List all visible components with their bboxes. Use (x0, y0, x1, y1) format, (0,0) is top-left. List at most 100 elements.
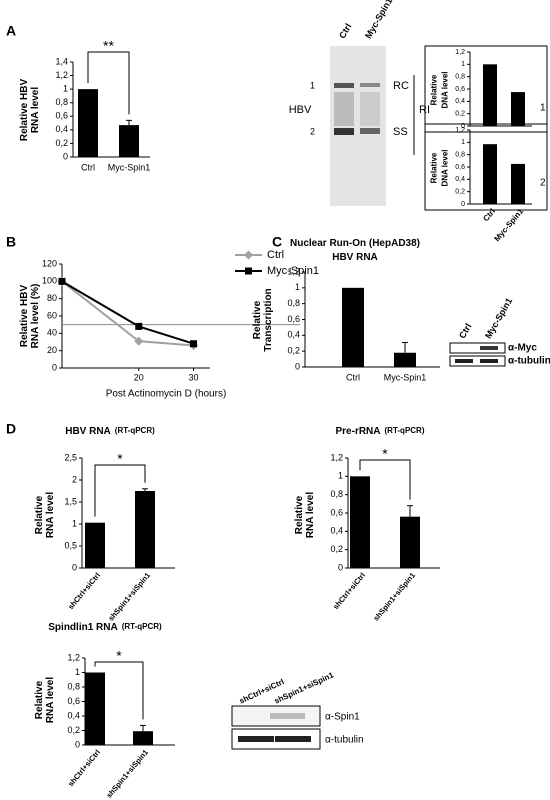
bar (483, 144, 497, 204)
y-tick-label: 0,6 (330, 507, 343, 517)
y-tick-label: 1,2 (455, 127, 465, 134)
y-tick-label: 0,2 (455, 111, 465, 118)
band-label: 2 (310, 126, 315, 136)
x-tick-label: shSpin1+siSpin1 (104, 748, 150, 800)
chart-frame (424, 45, 548, 133)
y-tick-label: 0,4 (330, 526, 343, 536)
panel-label: B (6, 234, 16, 250)
x-tick-label: 30 (189, 372, 199, 382)
y-tick-label: 0,5 (64, 540, 77, 550)
marker (134, 336, 144, 346)
y-tick-label: 0,6 (287, 314, 300, 324)
y-tick-label: 80 (47, 293, 57, 303)
legend-label: Myc-Spin1 (267, 265, 319, 277)
title-text: Nuclear Run-On (HepAD38) (290, 238, 420, 249)
y-tick-label: 0 (52, 362, 57, 372)
marker (190, 340, 198, 348)
y-tick-label: 40 (47, 328, 57, 338)
lane-label: Ctrl (337, 22, 353, 40)
significance-bracket (87, 51, 130, 115)
y-tick-label: 0,4 (287, 330, 300, 340)
y-tick-label: 0,8 (330, 489, 343, 499)
y-tick-label: 1 (295, 282, 300, 292)
y-axis-label: Relative (252, 300, 263, 339)
blot (330, 46, 415, 206)
bar (342, 287, 364, 367)
y-axis-label: RNA level (305, 492, 316, 539)
band-label: α-Spin1 (325, 712, 360, 723)
y-tick-label: 0,2 (455, 189, 465, 196)
y-axis-label: RNA level (30, 87, 41, 134)
y-tick-label: 100 (42, 276, 57, 286)
panel-label: C (272, 234, 282, 250)
y-axis-label: DNA level (441, 149, 450, 186)
y-tick-label: 0 (338, 562, 343, 572)
y-tick-label: 1,2 (287, 266, 300, 276)
x-tick-label: shSpin1+siSpin1 (371, 571, 417, 623)
y-tick-label: 20 (47, 345, 57, 355)
lane-label: Myc-Spin1 (363, 0, 394, 40)
significance-label: * (116, 648, 122, 664)
y-tick-label: 0 (75, 739, 80, 749)
y-tick-label: 1,2 (67, 652, 80, 662)
chart-frame (424, 123, 548, 211)
x-tick-label: Myc-Spin1 (493, 206, 526, 243)
y-tick-label: 1,4 (55, 56, 68, 66)
y-tick-label: 1 (461, 61, 465, 68)
y-tick-label: 0,2 (55, 138, 68, 148)
band-label: α-tubulin (325, 735, 364, 746)
y-tick-label: 0,4 (455, 98, 465, 105)
subtitle-text: HBV RNA (332, 252, 378, 263)
y-tick-label: 0 (461, 123, 465, 130)
y-tick-label: 1 (461, 139, 465, 146)
y-tick-label: 0,8 (55, 97, 68, 107)
bar (394, 352, 416, 367)
y-tick-label: 1,5 (64, 496, 77, 506)
y-axis-label: RNA level (45, 492, 56, 539)
marker (244, 250, 253, 260)
panel-label: A (6, 23, 16, 39)
significance-label: * (382, 446, 388, 462)
significance-bracket (94, 661, 144, 720)
y-axis-label: RNA level (%) (30, 284, 41, 349)
y-tick-label: 0 (72, 562, 77, 572)
y-tick-label: 1,2 (455, 49, 465, 56)
y-tick-label: 1 (338, 471, 343, 481)
x-tick-label: Ctrl (481, 207, 497, 223)
y-axis-label: Relative (34, 680, 45, 719)
y-tick-label: 0,2 (67, 725, 80, 735)
chart-title: HBV RNA (RT-qPCR) (65, 426, 155, 437)
lane-label: Ctrl (457, 322, 473, 340)
y-axis-label: Relative (294, 495, 305, 534)
y-axis-label: RNA level (45, 677, 56, 724)
y-axis-label: Transcription (263, 288, 274, 351)
bar (511, 92, 525, 126)
bar (483, 64, 497, 126)
legend-label: Ctrl (267, 249, 284, 261)
y-tick-label: 0,6 (55, 111, 68, 121)
x-tick-label: shCtrl+siCtrl (331, 571, 367, 611)
marker (245, 267, 252, 275)
y-tick-label: 0,8 (67, 681, 80, 691)
x-tick-label: shCtrl+siCtrl (66, 748, 102, 788)
band-label: α-tubulin (508, 356, 550, 367)
blot (231, 705, 321, 750)
lane-label: shSpin1+siSpin1 (273, 670, 336, 706)
y-tick-label: 0,4 (67, 710, 80, 720)
bar (135, 491, 155, 568)
y-axis-label: Relative (430, 74, 439, 105)
chart-title: Spindlin1 RNA (RT-qPCR) (48, 622, 162, 633)
series-line (61, 280, 194, 347)
y-tick-label: 0,4 (455, 176, 465, 183)
marker (58, 277, 66, 285)
y-tick-label: 2,5 (64, 452, 77, 462)
x-tick-label: Myc-Spin1 (384, 372, 427, 382)
y-tick-label: 0,6 (455, 86, 465, 93)
y-tick-label: 0,6 (455, 164, 465, 171)
significance-bracket (94, 464, 146, 517)
y-tick-label: 0,8 (455, 74, 465, 81)
title-text: Spindlin1 RNA (48, 622, 117, 633)
subtitle-text: (RT-qPCR) (385, 426, 425, 435)
y-tick-label: 0,2 (287, 346, 300, 356)
